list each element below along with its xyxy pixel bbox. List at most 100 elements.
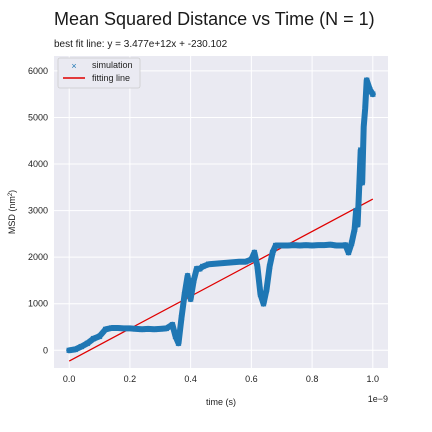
simulation-point xyxy=(199,263,206,270)
simulation-point xyxy=(272,242,279,249)
simulation-point xyxy=(84,340,91,347)
simulation-point xyxy=(366,86,373,93)
simulation-point xyxy=(172,333,179,340)
legend: × simulation fitting line xyxy=(57,57,141,89)
simulation-point xyxy=(178,314,185,321)
simulation-point xyxy=(133,326,139,332)
simulation-point xyxy=(72,346,79,353)
y-tick-labels: 0 1000 2000 3000 4000 5000 6000 xyxy=(28,66,48,355)
x-axis-label: time (s) xyxy=(206,397,236,407)
simulation-point xyxy=(90,335,97,342)
simulation-point xyxy=(351,226,358,233)
legend-label-simulation: simulation xyxy=(92,60,133,70)
simulation-point xyxy=(157,326,164,332)
simulation-point xyxy=(362,105,369,112)
simulation-point xyxy=(357,147,364,153)
simulation-point xyxy=(145,326,151,332)
simulation-point xyxy=(230,259,236,266)
simulation-point xyxy=(263,286,270,293)
simulation-point xyxy=(254,263,261,270)
simulation-point xyxy=(212,260,218,267)
simulation-point xyxy=(196,265,203,272)
simulation-point xyxy=(184,272,191,279)
y-axis-label-end: ) xyxy=(7,190,17,193)
simulation-point xyxy=(359,179,366,186)
y-tick-label: 3000 xyxy=(28,206,48,216)
x-tick-label: 1.0 xyxy=(367,374,380,384)
simulation-point xyxy=(303,242,309,248)
legend-label-fitting: fitting line xyxy=(92,73,130,83)
chart-subtitle: best fit line: y = 3.477e+12x + -230.102 xyxy=(54,39,228,50)
simulation-point xyxy=(260,300,267,307)
simulation-point xyxy=(236,258,243,265)
x-offset-label: 1e−9 xyxy=(368,394,388,404)
simulation-point xyxy=(248,256,255,263)
simulation-point xyxy=(169,321,176,328)
y-tick-label: 2000 xyxy=(28,252,48,262)
simulation-point xyxy=(163,325,170,332)
y-tick-label: 0 xyxy=(43,345,48,355)
simulation-point xyxy=(127,325,133,332)
fitting-line xyxy=(68,198,374,362)
simulation-point xyxy=(224,259,230,266)
simulation-point xyxy=(190,277,197,284)
simulation-point xyxy=(354,221,361,228)
simulation-point xyxy=(266,263,273,270)
simulation-point xyxy=(96,333,103,340)
simulation-point xyxy=(297,242,303,249)
y-axis-label: MSD (nm2) xyxy=(7,190,17,234)
simulation-point xyxy=(151,326,158,333)
simulation-point xyxy=(291,242,297,248)
y-axis-label-sup: 2 xyxy=(8,192,14,196)
x-tick-label: 0.8 xyxy=(306,374,319,384)
simulation-point xyxy=(206,261,212,268)
x-tick-label: 0.0 xyxy=(63,374,76,384)
x-tick-label: 0.4 xyxy=(184,374,197,384)
simulation-point xyxy=(309,242,315,249)
simulation-point xyxy=(187,296,194,302)
simulation-point xyxy=(360,123,367,130)
simulation-point xyxy=(342,242,349,248)
simulation-point xyxy=(348,240,355,247)
fitting-line-layer xyxy=(68,198,374,362)
simulation-point xyxy=(333,242,340,249)
simulation-point xyxy=(345,249,352,256)
simulation-point xyxy=(175,340,182,347)
simulation-point xyxy=(251,249,258,256)
legend-marker-simulation: × xyxy=(71,61,76,71)
y-tick-label: 1000 xyxy=(28,299,48,309)
simulation-point xyxy=(327,241,334,248)
simulation-point xyxy=(102,326,109,333)
legend-box xyxy=(57,57,141,89)
simulation-point xyxy=(139,326,145,333)
y-tick-label: 4000 xyxy=(28,159,48,169)
simulation-point xyxy=(66,347,73,354)
simulation-point xyxy=(278,242,285,249)
x-tick-labels: 0.0 0.2 0.4 0.6 0.8 1.0 xyxy=(63,374,379,384)
simulation-point xyxy=(120,325,127,332)
simulation-point xyxy=(242,258,249,265)
simulation-point xyxy=(353,207,359,214)
simulation-point xyxy=(269,249,276,256)
y-tick-label: 5000 xyxy=(28,112,48,122)
x-tick-label: 0.6 xyxy=(245,374,258,384)
simulation-point xyxy=(369,91,376,98)
simulation-point xyxy=(321,242,328,248)
plot-area xyxy=(54,56,388,368)
simulation-point xyxy=(284,242,291,249)
simulation-point xyxy=(181,291,188,298)
simulation-points xyxy=(66,77,376,354)
simulation-point xyxy=(108,325,115,331)
simulation-point xyxy=(363,77,370,84)
simulation-point xyxy=(315,242,322,248)
simulation-point xyxy=(114,325,121,331)
simulation-point xyxy=(218,260,224,267)
y-tick-label: 6000 xyxy=(28,66,48,76)
simulation-point xyxy=(356,184,363,191)
y-axis-label-main: MSD (nm xyxy=(7,196,17,234)
x-tick-label: 0.2 xyxy=(124,374,137,384)
simulation-point xyxy=(257,291,264,298)
grid-lines xyxy=(54,56,388,368)
simulation-point xyxy=(78,343,85,350)
